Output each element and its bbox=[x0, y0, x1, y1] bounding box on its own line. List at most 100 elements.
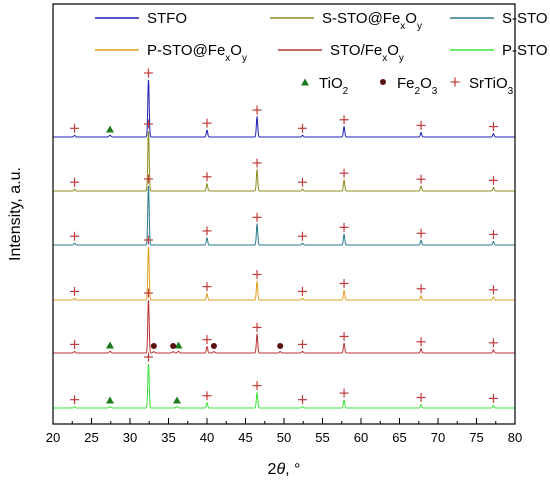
srtio3-marker bbox=[252, 322, 262, 332]
srtio3-marker bbox=[70, 286, 80, 296]
fe2o3-marker bbox=[170, 343, 177, 349]
phase-legend-item: SrTiO3 bbox=[450, 75, 514, 97]
srtio3-marker bbox=[416, 392, 426, 402]
phase-legend-label: TiO2 bbox=[319, 75, 349, 97]
tio2-marker bbox=[105, 341, 114, 349]
srtio3-marker bbox=[143, 235, 153, 245]
legend-item: P-STO bbox=[450, 42, 548, 59]
srtio3-marker bbox=[488, 122, 498, 132]
srtio3-marker bbox=[339, 168, 349, 178]
srtio3-marker bbox=[70, 339, 80, 349]
legend-item: STO/FexOy bbox=[278, 42, 404, 64]
srtio3-marker bbox=[339, 278, 349, 288]
legend-item: S-STO bbox=[450, 10, 548, 27]
srtio3-marker bbox=[416, 174, 426, 184]
srtio3-marker bbox=[143, 119, 153, 129]
phase-legend-label: SrTiO3 bbox=[469, 75, 514, 97]
legend-label: STO/FexOy bbox=[330, 42, 404, 64]
x-tick-label: 35 bbox=[161, 430, 175, 445]
x-tick-label: 30 bbox=[123, 430, 137, 445]
srtio3-marker bbox=[297, 339, 307, 349]
plot-frame bbox=[52, 3, 516, 425]
x-axis: 20 25 30 35 40 45 50 55 60 65 70 75 80 bbox=[46, 418, 522, 445]
y-axis-title: Intensity, a.u. bbox=[7, 167, 24, 261]
fe2o3-marker bbox=[210, 343, 217, 349]
srtio3-marker bbox=[297, 286, 307, 296]
series-line bbox=[53, 299, 515, 354]
phase-legend-label: Fe2O3 bbox=[397, 75, 438, 97]
srtio3-marker bbox=[252, 105, 262, 115]
srtio3-marker bbox=[202, 391, 212, 401]
tio2-marker bbox=[301, 78, 309, 86]
srtio3-marker bbox=[143, 352, 153, 362]
srtio3-marker bbox=[252, 158, 262, 168]
srtio3-marker bbox=[339, 222, 349, 232]
legend-label: S-STO bbox=[502, 10, 548, 27]
phase-markers bbox=[70, 68, 498, 405]
tio2-marker bbox=[174, 341, 183, 349]
series-line bbox=[53, 363, 515, 409]
srtio3-marker bbox=[488, 175, 498, 185]
xrd-traces bbox=[53, 79, 515, 409]
srtio3-marker bbox=[202, 118, 212, 128]
srtio3-marker bbox=[70, 395, 80, 405]
x-tick-label: 65 bbox=[392, 430, 406, 445]
srtio3-marker bbox=[416, 284, 426, 294]
legend: STFO S-STO@FexOy S-STO P-STO@FexOy STO/FexOy… bbox=[95, 10, 548, 64]
fe2o3-marker bbox=[277, 343, 284, 349]
phase-legend-item: TiO2 bbox=[301, 75, 349, 97]
srtio3-marker bbox=[416, 120, 426, 130]
legend-label: P-STO@FexOy bbox=[147, 42, 247, 64]
srtio3-marker bbox=[70, 231, 80, 241]
tio2-marker bbox=[172, 396, 181, 404]
srtio3-marker bbox=[488, 285, 498, 295]
fe2o3-marker bbox=[150, 343, 157, 349]
srtio3-marker bbox=[143, 288, 153, 298]
phase-legend: TiO2 Fe2O3 SrTiO3 bbox=[301, 75, 514, 97]
series-line bbox=[53, 130, 515, 192]
x-tick-label: 70 bbox=[431, 430, 445, 445]
x-tick-label: 80 bbox=[508, 430, 522, 445]
srtio3-marker bbox=[297, 123, 307, 133]
series-line bbox=[53, 79, 515, 138]
legend-label: S-STO@FexOy bbox=[322, 10, 422, 32]
srtio3-marker bbox=[252, 212, 262, 222]
srtio3-marker bbox=[70, 177, 80, 187]
srtio3-marker bbox=[339, 115, 349, 125]
srtio3-marker bbox=[339, 388, 349, 398]
fe2o3-marker bbox=[380, 79, 386, 85]
srtio3-marker bbox=[252, 381, 262, 391]
x-tick-label: 25 bbox=[84, 430, 98, 445]
legend-item: STFO bbox=[95, 10, 187, 27]
series-line bbox=[53, 246, 515, 301]
series-line bbox=[53, 185, 515, 246]
srtio3-marker bbox=[143, 174, 153, 184]
legend-label: STFO bbox=[147, 10, 187, 27]
x-tick-label: 55 bbox=[315, 430, 329, 445]
x-axis-title: 2θ, ° bbox=[268, 461, 301, 478]
srtio3-marker bbox=[488, 393, 498, 403]
srtio3-marker bbox=[339, 331, 349, 341]
x-tick-label: 20 bbox=[46, 430, 60, 445]
srtio3-marker bbox=[143, 68, 153, 78]
x-tick-label: 60 bbox=[354, 430, 368, 445]
x-tick-label: 45 bbox=[238, 430, 252, 445]
srtio3-marker bbox=[252, 269, 262, 279]
srtio3-marker bbox=[416, 337, 426, 347]
srtio3-marker bbox=[297, 395, 307, 405]
tio2-marker bbox=[105, 125, 114, 133]
tio2-marker bbox=[105, 396, 114, 404]
srtio3-marker bbox=[450, 77, 460, 87]
srtio3-marker bbox=[202, 335, 212, 345]
legend-item: S-STO@FexOy bbox=[270, 10, 422, 32]
srtio3-marker bbox=[70, 123, 80, 133]
srtio3-marker bbox=[488, 229, 498, 239]
legend-label: P-STO bbox=[502, 42, 548, 59]
x-tick-label: 75 bbox=[469, 430, 483, 445]
srtio3-marker bbox=[202, 226, 212, 236]
x-tick-label: 50 bbox=[277, 430, 291, 445]
legend-item: P-STO@FexOy bbox=[95, 42, 247, 64]
phase-legend-item: Fe2O3 bbox=[380, 75, 438, 97]
srtio3-marker bbox=[202, 282, 212, 292]
